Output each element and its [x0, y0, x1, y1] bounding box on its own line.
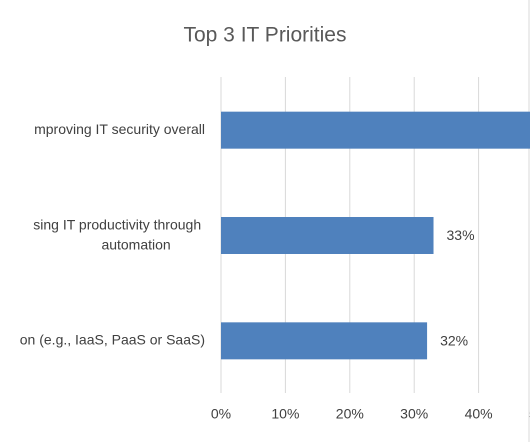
- bar: [221, 111, 530, 149]
- x-tick-label: 10%: [271, 406, 299, 422]
- x-tick-label: 30%: [400, 406, 428, 422]
- x-tick-label: 50%: [529, 406, 530, 422]
- bar: [221, 217, 434, 254]
- value-label: 33%: [447, 227, 475, 243]
- category-label: sing IT productivity through automation: [33, 216, 205, 252]
- chart-title: Top 3 IT Priorities: [183, 24, 346, 47]
- category-label: on (e.g., IaaS, PaaS or SaaS): [20, 332, 205, 348]
- value-label: 32%: [440, 333, 468, 349]
- x-tick-label: 0%: [211, 406, 231, 422]
- x-tick-label: 40%: [465, 406, 493, 422]
- x-tick-label: 20%: [336, 406, 364, 422]
- bar: [221, 322, 428, 360]
- category-label: mproving IT security overall: [34, 121, 205, 137]
